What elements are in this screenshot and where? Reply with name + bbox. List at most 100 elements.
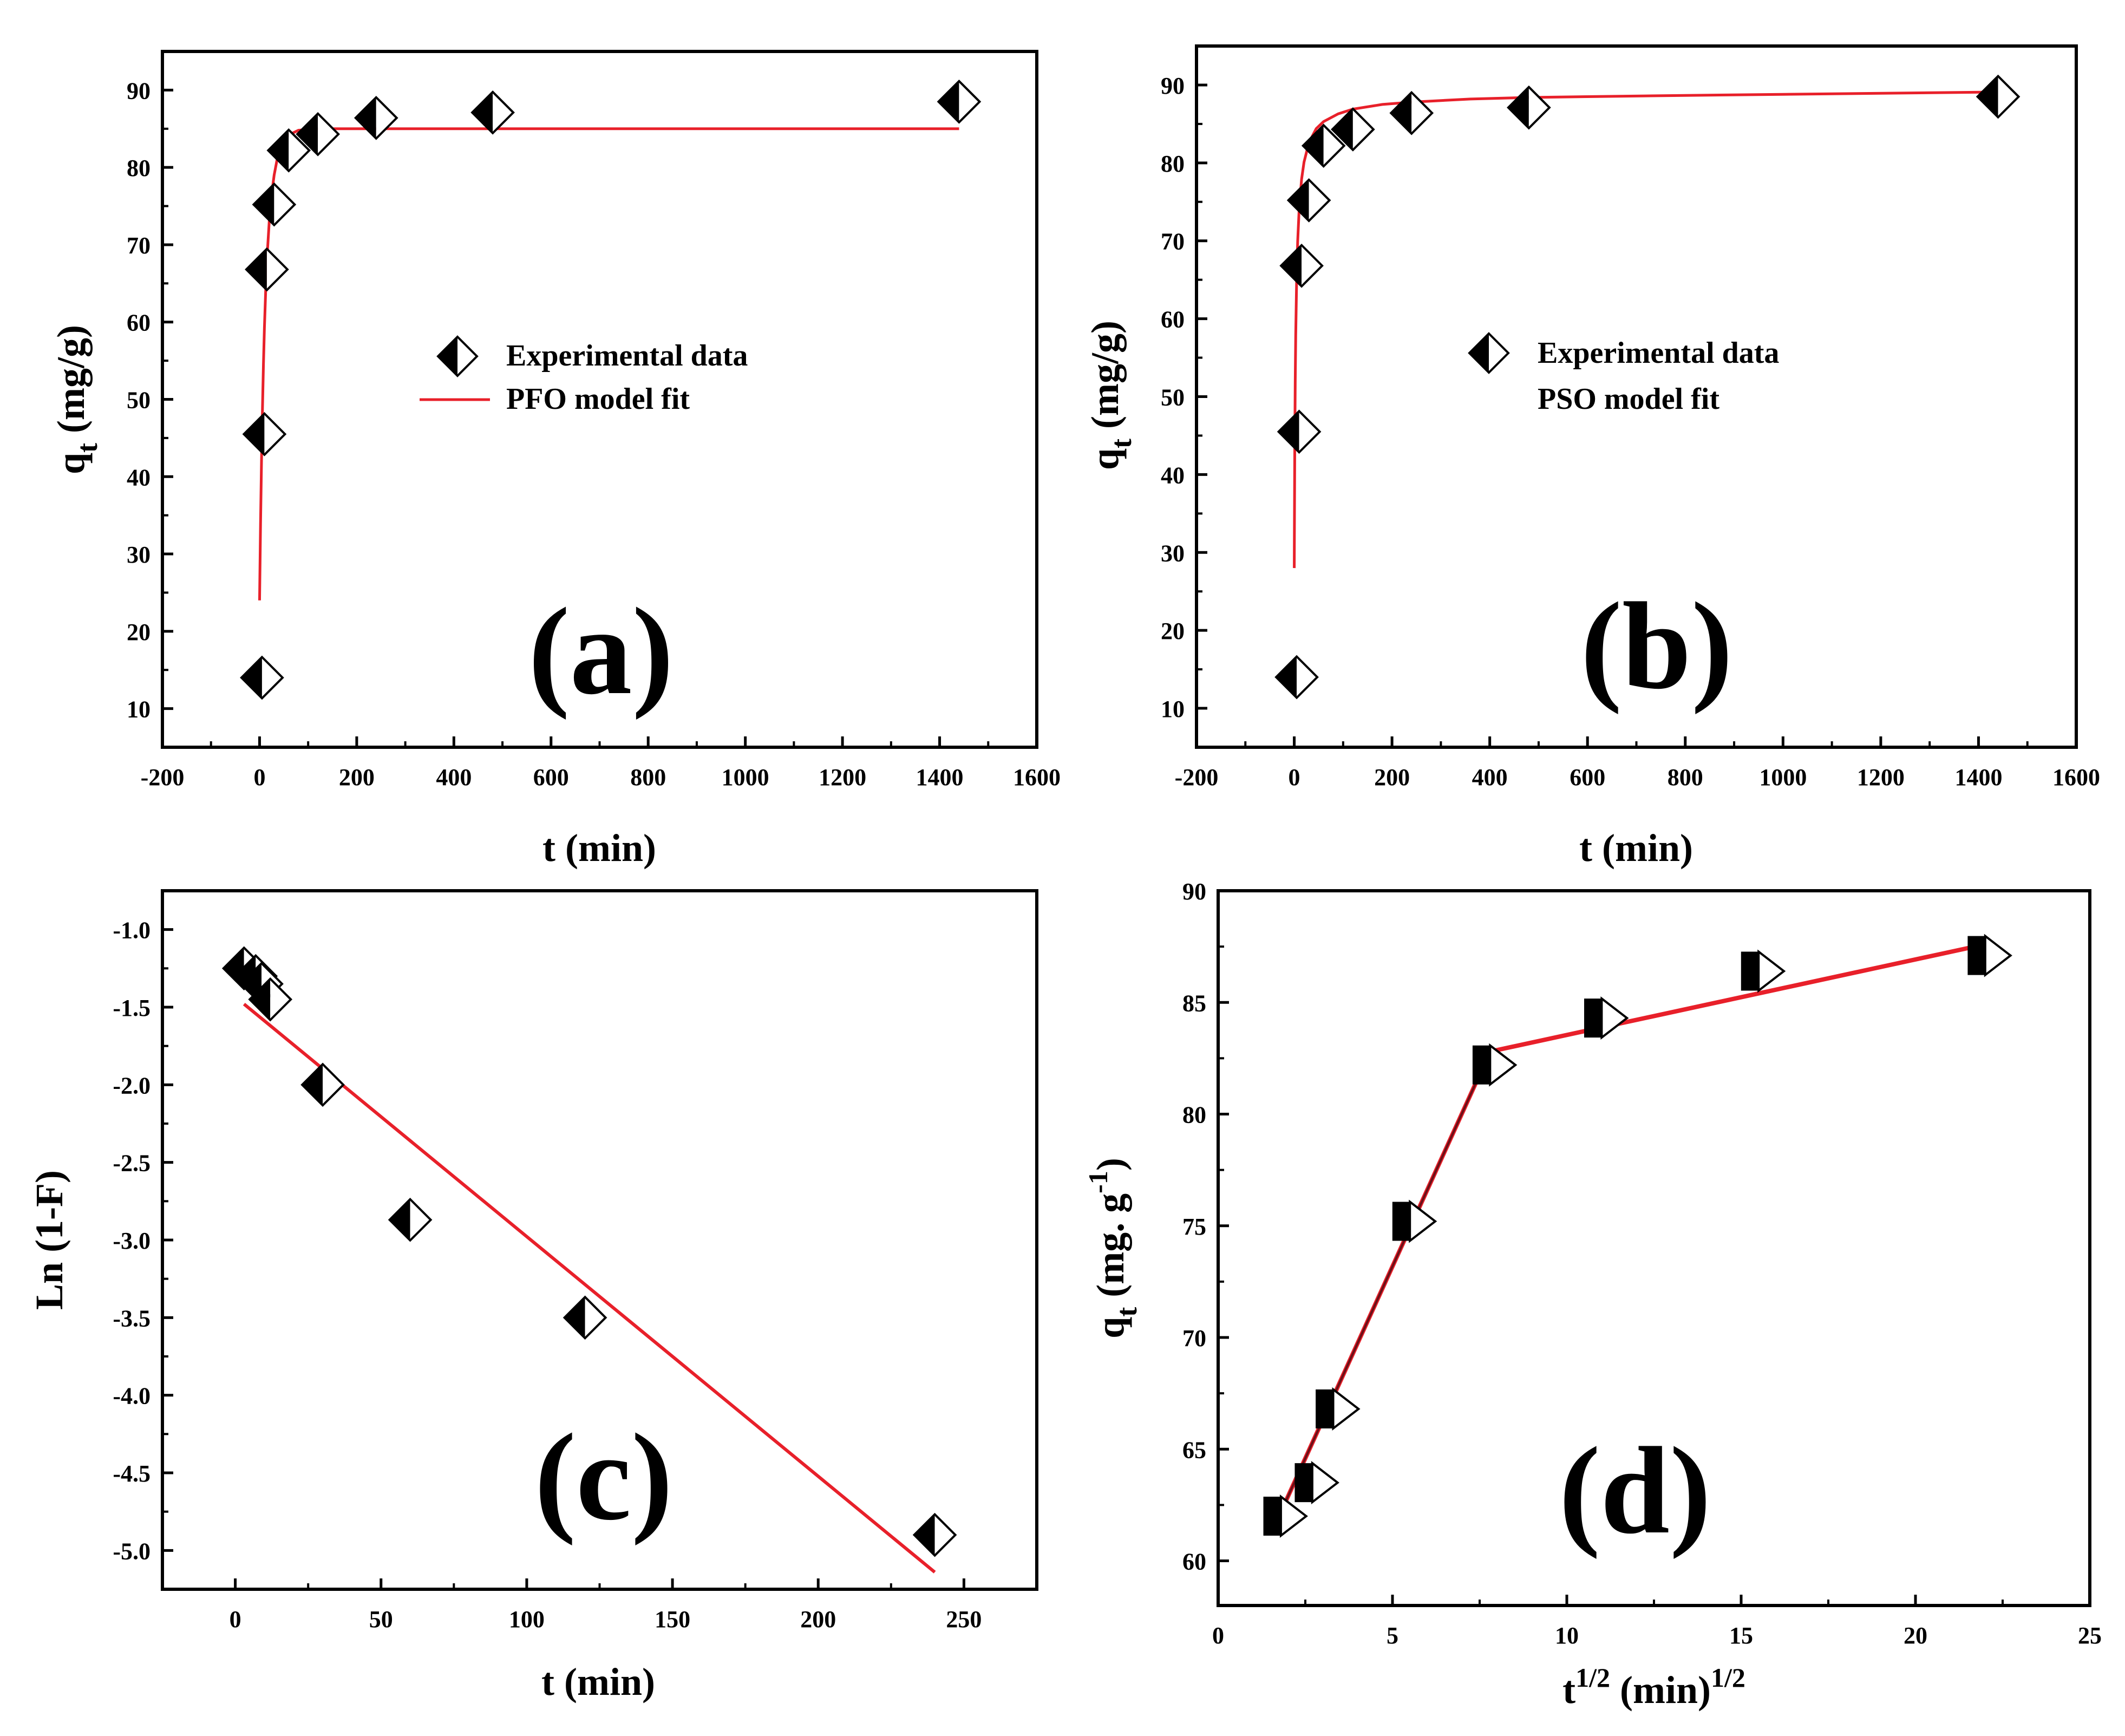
y-tick-label-c-5: -2.5 (113, 1150, 151, 1177)
x-tick-label-c-1: 50 (369, 1606, 393, 1633)
fit-line-c (243, 1002, 936, 1574)
y-tick-label-a-6: 70 (127, 232, 151, 259)
data-point-b-0 (1274, 655, 1319, 700)
x-tick-label-b-2: 200 (1374, 764, 1410, 791)
y-tick-label-a-5: 60 (127, 310, 151, 336)
panel-label-b: (b) (1580, 577, 1732, 715)
y-axis-label-b: qt (mg/g) (1083, 321, 1137, 470)
fit-series-b (1293, 90, 1998, 569)
data-points-c (221, 946, 957, 1557)
x-tick-label-d-3: 15 (1729, 1622, 1753, 1649)
legend-label-fit-a: PFO model fit (506, 382, 690, 416)
x-tick-label-a-3: 400 (436, 764, 472, 791)
data-point-c-3 (248, 977, 293, 1022)
y-tick-label-b-5: 60 (1161, 306, 1185, 333)
x-tick-label-b-1: 0 (1289, 764, 1300, 791)
y-tick-label-b-0: 10 (1161, 696, 1185, 722)
y-tick-label-c-1: -4.5 (113, 1460, 151, 1487)
legend-marker-a (436, 335, 479, 377)
x-tick-label-a-6: 1000 (722, 764, 769, 791)
fit-series-c (243, 1002, 936, 1574)
x-tick-label-d-1: 5 (1387, 1622, 1398, 1649)
data-point-a-8 (937, 79, 982, 124)
chart-panel-d: 0 5 10 15 20 25 60 65 70 75 80 85 90 (d) t1/2 (min)1… (1083, 878, 2102, 1712)
legend-diamond-b (1468, 332, 1510, 374)
legend-b: Experimental data PSO model fit (1468, 332, 1779, 416)
data-point-b-2 (1279, 243, 1324, 288)
y-tick-label-b-7: 80 (1161, 151, 1185, 177)
x-tick-label-a-1: 0 (253, 764, 265, 791)
y-tick-label-b-8: 90 (1161, 73, 1185, 99)
legend-label-fit-b: PSO model fit (1538, 382, 1719, 416)
data-points-d (1263, 934, 2012, 1538)
fit-curve-b (1293, 90, 1998, 569)
chart-panel-a: -200 0 200 400 600 800 1000 1200 1400 1600 10 20 30 4… (49, 50, 1061, 870)
x-tick-label-a-4: 600 (533, 764, 569, 791)
fit-lines-d (1272, 942, 1986, 1529)
y-tick-label-c-2: -4.0 (113, 1383, 151, 1409)
data-point-a-1 (242, 412, 287, 456)
x-tick-label-b-0: -200 (1175, 764, 1219, 791)
chart-panel-b: -200 0 200 400 600 800 1000 1200 1400 1600 10 20 30 4… (1083, 44, 2100, 870)
data-point-a-6 (354, 95, 398, 140)
x-tick-label-d-4: 20 (1904, 1622, 1927, 1649)
x-tick-label-b-9: 1600 (2052, 764, 2100, 791)
fit-series-a (258, 127, 959, 601)
x-axis-label-c: t (min) (541, 1660, 655, 1704)
x-tick-label-a-2: 200 (339, 764, 375, 791)
y-axis-label-c: Ln (1-F) (28, 1170, 71, 1310)
x-tick-label-d-5: 25 (2078, 1622, 2102, 1649)
y-tick-label-d-1: 65 (1182, 1437, 1206, 1463)
x-tick-label-b-7: 1200 (1857, 764, 1905, 791)
legend-label-experimental-b: Experimental data (1538, 336, 1779, 370)
y-tick-label-a-0: 10 (127, 696, 151, 723)
y-tick-label-d-4: 80 (1182, 1102, 1206, 1128)
y-tick-label-b-2: 30 (1161, 540, 1185, 566)
x-axis-label-a: t (min) (542, 826, 656, 870)
x-tick-label-c-3: 150 (655, 1606, 690, 1633)
data-point-d-0 (1263, 1494, 1309, 1538)
x-tick-label-b-8: 1400 (1954, 764, 2002, 791)
x-tick-label-b-5: 800 (1668, 764, 1703, 791)
fit-curve-a (258, 127, 959, 601)
axis-ticks-b: -200 0 200 400 600 800 1000 1200 1400 1600 10 20 30 4… (1161, 73, 2100, 791)
x-axis-label-d: t1/2 (min)1/2 (1562, 1662, 1745, 1712)
data-point-d-3 (1392, 1199, 1437, 1243)
data-point-d-2 (1316, 1387, 1361, 1431)
data-point-c-5 (388, 1197, 433, 1242)
axis-ticks-a: -200 0 200 400 600 800 1000 1200 1400 1600 10 20 30 4… (127, 77, 1061, 791)
data-points-b (1274, 74, 2021, 700)
data-point-b-8 (1976, 74, 2021, 119)
panel-label-a: (a) (528, 582, 674, 720)
axis-ticks-c: 0 50 100 150 200 250 -5.0 -4.5 -4.0 -3.5 -3.0 -2.5 -… (113, 917, 982, 1633)
data-point-a-2 (245, 247, 289, 292)
panel-label-d: (d) (1559, 1421, 1711, 1559)
y-tick-label-a-4: 50 (127, 387, 151, 414)
x-tick-label-d-0: 0 (1212, 1622, 1224, 1649)
data-point-a-4 (266, 128, 311, 173)
data-point-c-4 (300, 1062, 345, 1107)
x-tick-label-d-2: 10 (1555, 1622, 1579, 1649)
data-point-a-7 (470, 90, 515, 135)
y-tick-label-b-4: 50 (1161, 384, 1185, 411)
y-axis-label-a: qt (mg/g) (49, 325, 103, 474)
y-tick-label-a-7: 80 (127, 155, 151, 181)
data-point-d-7 (1967, 934, 2012, 977)
axis-ticks-d: 0 5 10 15 20 25 60 65 70 75 80 85 90 (1182, 878, 2102, 1649)
x-tick-label-c-4: 200 (800, 1606, 836, 1633)
y-tick-label-c-4: -3.0 (113, 1228, 151, 1254)
x-tick-label-c-0: 0 (230, 1606, 241, 1633)
y-tick-label-b-1: 20 (1161, 618, 1185, 644)
y-tick-label-a-3: 40 (127, 464, 151, 491)
panel-label-c: (c) (534, 1408, 672, 1546)
data-point-d-5 (1584, 996, 1629, 1040)
y-tick-label-d-2: 70 (1182, 1325, 1206, 1352)
x-tick-label-b-6: 1000 (1759, 764, 1807, 791)
fit-segment-d-2 (1489, 942, 1986, 1054)
y-tick-label-c-3: -3.5 (113, 1305, 151, 1332)
data-points-a (240, 79, 982, 700)
y-tick-label-a-8: 90 (127, 77, 151, 104)
fit-segment-d-1 (1273, 1051, 1492, 1528)
y-tick-label-d-3: 75 (1182, 1213, 1206, 1240)
